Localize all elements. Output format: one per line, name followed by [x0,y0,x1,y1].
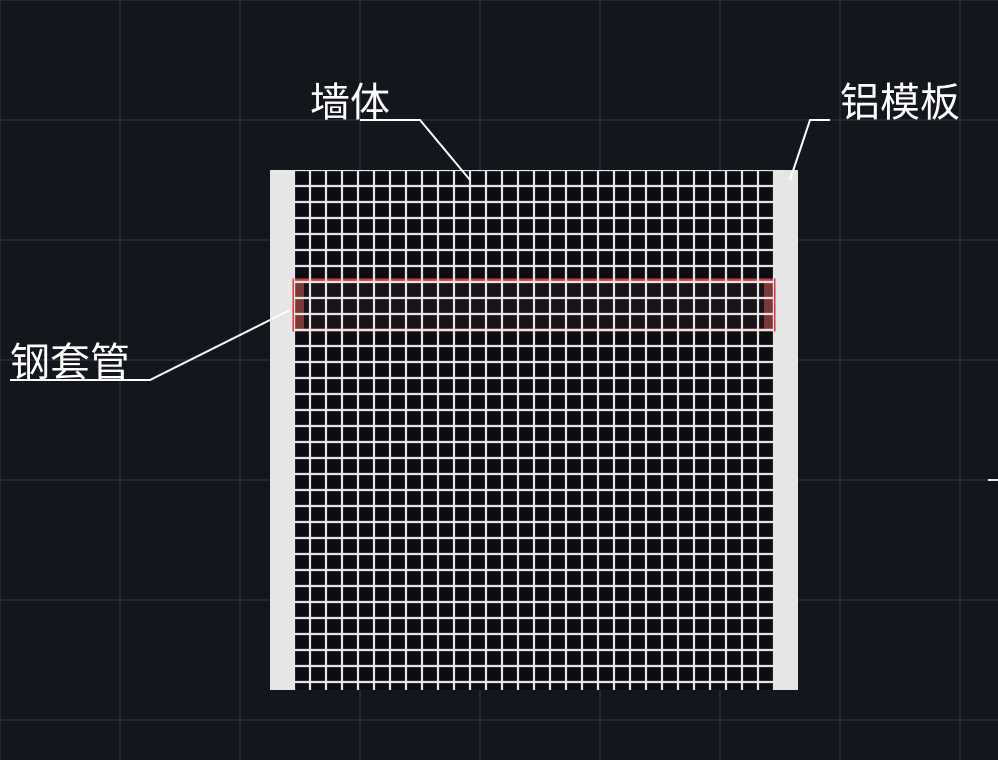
label-sleeve: 钢套管 [10,330,130,388]
sleeve-endcap-right [764,280,774,330]
label-wall: 墙体 [310,70,390,128]
sleeve-endcap-left [294,280,304,330]
formwork-right [774,170,798,690]
cad-canvas: 墙体 铝模板 钢套管 [0,0,998,760]
formwork-left [270,170,294,690]
label-formwork: 铝模板 [840,70,960,128]
